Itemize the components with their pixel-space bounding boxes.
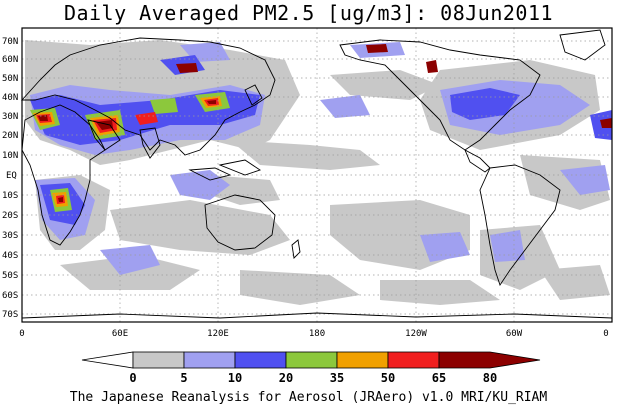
colorbar-segment-7 (438, 351, 541, 369)
colorbar-segment-6 (387, 351, 440, 369)
colorbar-label: 20 (279, 371, 293, 385)
lat-tick-label: 20N (2, 131, 18, 141)
lon-tick-label: 180 (309, 329, 325, 339)
lat-tick-label: 10S (2, 191, 18, 201)
lat-tick-label: 60S (2, 291, 18, 301)
lon-ticks: 0 60E 120E 180 120W 60W 0 (19, 329, 608, 339)
coastlines (20, 29, 613, 319)
lat-tick-label: EQ (6, 171, 17, 181)
colorbar-label: 0 (129, 371, 136, 385)
plot-frame (21, 27, 613, 323)
colorbar-segment-3 (234, 351, 287, 369)
lon-tick-label: 60E (112, 329, 128, 339)
lat-tick-label: 60N (2, 55, 18, 65)
colorbar-label: 10 (228, 371, 242, 385)
colorbar-label: 35 (330, 371, 344, 385)
colorbar-label: 80 (483, 371, 497, 385)
lat-tick-label: 50N (2, 74, 18, 84)
colorbar-segment-2 (183, 351, 236, 369)
lat-tick-label: 40S (2, 251, 18, 261)
lon-tick-label: 60W (506, 329, 523, 339)
pm25-field (25, 40, 612, 305)
map-title: Daily Averaged PM2.5 [ug/m3]: 08Jun2011 (63, 1, 554, 25)
lat-tick-label: 40N (2, 93, 18, 103)
lat-ticks: 70N 60N 50N 40N 30N 20N 10N EQ 10S 20S 3… (2, 37, 18, 320)
lat-tick-label: 30N (2, 112, 18, 122)
lat-tick-label: 20S (2, 211, 18, 221)
colorbar-label: 5 (180, 371, 187, 385)
lon-tick-label: 120E (207, 329, 229, 339)
grid (22, 28, 612, 322)
lat-tick-label: 10N (2, 151, 18, 161)
colorbar-segment-5 (336, 351, 389, 369)
lat-tick-label: 70S (2, 310, 18, 320)
colorbar-segment-1 (132, 351, 185, 369)
colorbar-label: 65 (432, 371, 446, 385)
lat-tick-label: 70N (2, 37, 18, 47)
lon-tick-label: 0 (19, 329, 24, 339)
colorbar-segment-0 (81, 351, 134, 369)
lat-tick-label: 50S (2, 271, 18, 281)
colorbar-segment-4 (285, 351, 338, 369)
lon-tick-label: 0 (603, 329, 608, 339)
lat-tick-label: 30S (2, 231, 18, 241)
colorbar: 0 5 10 20 35 50 65 80 (81, 351, 541, 385)
colorbar-label: 50 (381, 371, 395, 385)
lon-tick-label: 120W (405, 329, 427, 339)
credit-line: The Japanese Reanalysis for Aerosol (JRA… (69, 390, 548, 405)
